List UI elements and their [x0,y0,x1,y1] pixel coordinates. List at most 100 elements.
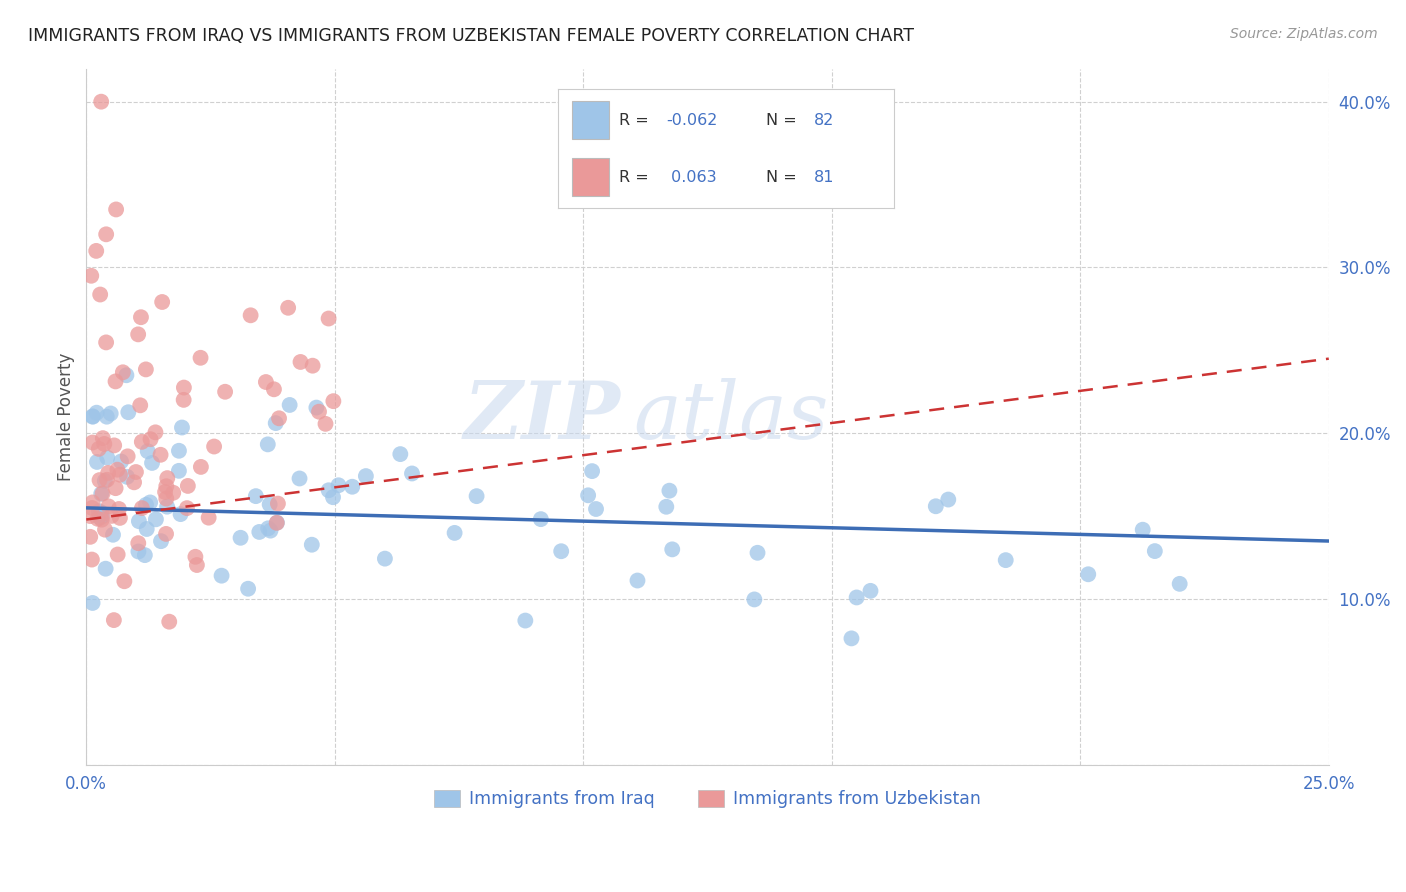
Point [254,375,277,389]
Point [127,536,149,550]
Point [214,384,236,399]
Point [155,527,177,541]
Point [266,516,288,530]
Point [96,473,118,487]
Point [110,454,132,468]
Point [100,407,122,421]
Point [97,466,120,480]
Point [256,437,278,451]
Point [108,467,131,482]
Point [173,380,195,394]
Point [170,420,193,434]
Point [90,95,112,109]
Point [82,495,104,509]
Point [301,359,323,373]
Point [443,525,465,540]
Point [257,521,280,535]
Point [186,558,208,572]
Point [86,406,108,420]
Point [94,474,117,488]
Point [202,440,225,454]
Point [239,308,262,322]
Point [104,481,127,495]
Point [80,552,103,566]
Point [145,425,167,440]
Point [100,508,122,523]
Point [104,375,127,389]
Point [288,471,311,485]
Point [278,398,301,412]
Text: IMMIGRANTS FROM IRAQ VS IMMIGRANTS FROM UZBEKISTAN FEMALE POVERTY CORRELATION CH: IMMIGRANTS FROM IRAQ VS IMMIGRANTS FROM … [28,27,914,45]
Point [134,548,156,562]
Point [111,365,134,379]
Point [105,202,128,217]
Point [318,311,340,326]
Text: Source: ZipAtlas.com: Source: ZipAtlas.com [1230,27,1378,41]
Point [162,485,184,500]
Point [465,489,488,503]
Point [89,473,111,487]
Point [108,502,131,516]
Point [131,501,153,516]
Point [354,469,377,483]
Point [94,562,117,576]
Point [167,443,190,458]
Point [211,568,233,582]
Point [315,417,337,431]
Point [322,394,344,409]
Point [82,596,104,610]
Point [859,583,882,598]
Point [86,455,108,469]
Point [115,470,138,484]
Point [259,524,281,538]
Point [89,510,111,524]
Point [127,327,149,342]
Point [1077,567,1099,582]
Point [105,463,128,477]
Point [125,465,148,479]
Point [1132,523,1154,537]
Point [79,509,101,524]
Point [93,437,115,451]
Point [108,511,131,525]
Point [139,432,162,446]
Point [139,495,162,509]
Point [87,504,110,518]
Point [744,592,766,607]
Point [84,244,107,258]
Point [585,502,607,516]
Point [90,505,112,519]
Point [150,295,173,310]
Point [96,227,118,242]
Point [94,335,117,350]
Point [994,553,1017,567]
Point [90,487,112,501]
Point [82,409,104,424]
Point [122,475,145,490]
Text: atlas: atlas [633,378,828,456]
Point [267,497,290,511]
Point [576,488,599,502]
Point [841,632,863,646]
Point [90,513,112,527]
Y-axis label: Female Poverty: Female Poverty [58,352,75,481]
Point [101,528,124,542]
Point [266,516,288,530]
Point [96,450,118,465]
Point [136,444,159,458]
Point [236,582,259,596]
Point [103,438,125,452]
Point [661,542,683,557]
Point [190,459,212,474]
Point [107,548,129,562]
Point [925,500,948,514]
Point [97,500,120,514]
Point [135,498,157,512]
Text: ZIP: ZIP [464,378,620,456]
Point [245,489,267,503]
Point [173,392,195,407]
Point [80,501,103,516]
Point [581,464,603,478]
Point [127,544,149,558]
Point [845,591,868,605]
